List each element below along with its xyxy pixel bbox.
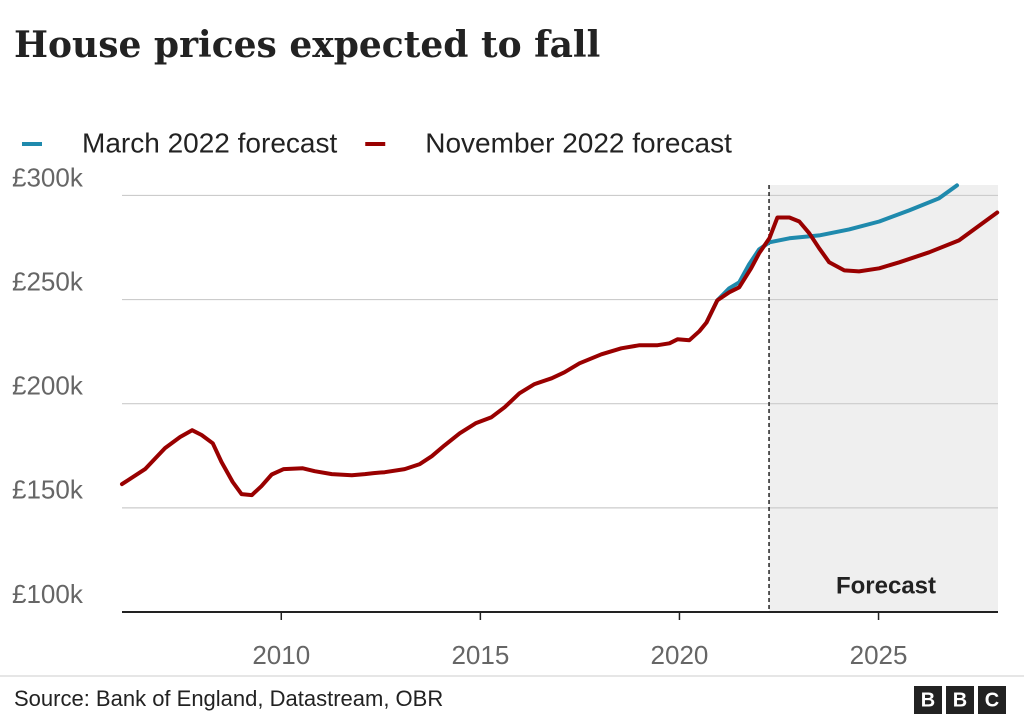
series-line [120,210,1000,498]
series-line [704,183,959,325]
y-tick-label: £100k [12,579,84,609]
x-tick-label: 2025 [850,640,908,670]
x-tick-label: 2015 [451,640,509,670]
legend-label: March 2022 forecast [82,127,337,158]
y-tick-label: £250k [12,266,84,296]
y-tick-label: £300k [12,162,84,192]
y-tick-label: £150k [12,475,84,505]
logo-letter: B [953,689,967,711]
legend-label: November 2022 forecast [425,127,732,158]
source: Source: Bank of England, Datastream, OBR [14,686,443,711]
logo-box [978,686,1006,714]
x-tick-label: 2010 [252,640,310,670]
y-tick-label: £200k [12,371,84,401]
logo-box [946,686,974,714]
logo-box [914,686,942,714]
chart-title: House prices expected to fall [14,24,600,66]
forecast-region [769,185,998,612]
forecast-label: Forecast [836,572,936,599]
x-tick-label: 2020 [651,640,709,670]
logo-letter: B [921,689,935,711]
logo-letter: C [985,689,999,711]
